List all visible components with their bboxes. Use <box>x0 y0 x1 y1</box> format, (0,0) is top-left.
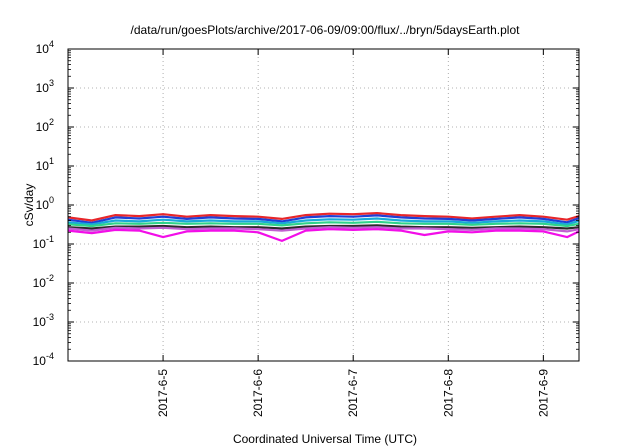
series-line-7 <box>67 228 580 242</box>
y-tick-base: 10 <box>36 81 50 95</box>
y-tick-exponent: 4 <box>49 39 54 49</box>
y-tick-exponent: 3 <box>49 78 54 88</box>
y-tick-base: 10 <box>36 159 50 173</box>
series-lines <box>67 212 580 242</box>
y-tick-exponent: 0 <box>49 195 54 205</box>
x-tick-label: 2017-6-7 <box>346 369 360 417</box>
y-tick-label: 10-2 <box>33 273 54 290</box>
x-tick-label: 2017-6-6 <box>251 369 265 417</box>
series-line-1 <box>67 212 580 222</box>
y-tick-label: 102 <box>36 117 54 134</box>
y-tick-base: 10 <box>36 120 50 134</box>
y-tick-label: 103 <box>36 78 54 95</box>
y-tick-base: 10 <box>33 237 47 251</box>
x-tick-label: 2017-6-8 <box>441 369 455 417</box>
y-tick-exponent: -3 <box>46 312 54 322</box>
y-tick-exponent: -2 <box>46 273 54 283</box>
y-tick-exponent: -1 <box>46 234 54 244</box>
series-line-4 <box>67 220 580 228</box>
y-tick-base: 10 <box>36 198 50 212</box>
y-tick-label: 100 <box>36 195 54 212</box>
y-axis-label: cSv/day <box>22 184 36 227</box>
y-tick-exponent: 2 <box>49 117 54 127</box>
x-axis-ticks: 2017-6-5 2017-6-6 2017-6-7 2017-6-8 2017-6-9 <box>156 49 550 417</box>
series-line-5 <box>67 224 580 230</box>
x-tick-label: 2017-6-9 <box>536 369 550 417</box>
y-tick-base: 10 <box>33 315 47 329</box>
x-axis-label: Coordinated Universal Time (UTC) <box>233 432 417 446</box>
y-tick-exponent: -4 <box>46 351 54 361</box>
y-tick-label: 10-1 <box>33 234 54 251</box>
y-tick-label: 10-4 <box>33 351 54 368</box>
y-tick-label: 10-3 <box>33 312 54 329</box>
series-line-6 <box>67 226 580 233</box>
x-tick-label: 2017-6-5 <box>156 369 170 417</box>
chart-title: /data/run/goesPlots/archive/2017-06-09/0… <box>131 23 521 37</box>
y-tick-base: 10 <box>33 276 47 290</box>
series-line-3 <box>67 217 580 226</box>
y-tick-label: 101 <box>36 156 54 173</box>
y-tick-base: 10 <box>33 354 47 368</box>
grid <box>68 49 579 361</box>
y-tick-exponent: 1 <box>49 156 54 166</box>
y-tick-base: 10 <box>36 42 50 56</box>
y-tick-label: 104 <box>36 39 54 56</box>
series-line-2 <box>67 214 580 224</box>
